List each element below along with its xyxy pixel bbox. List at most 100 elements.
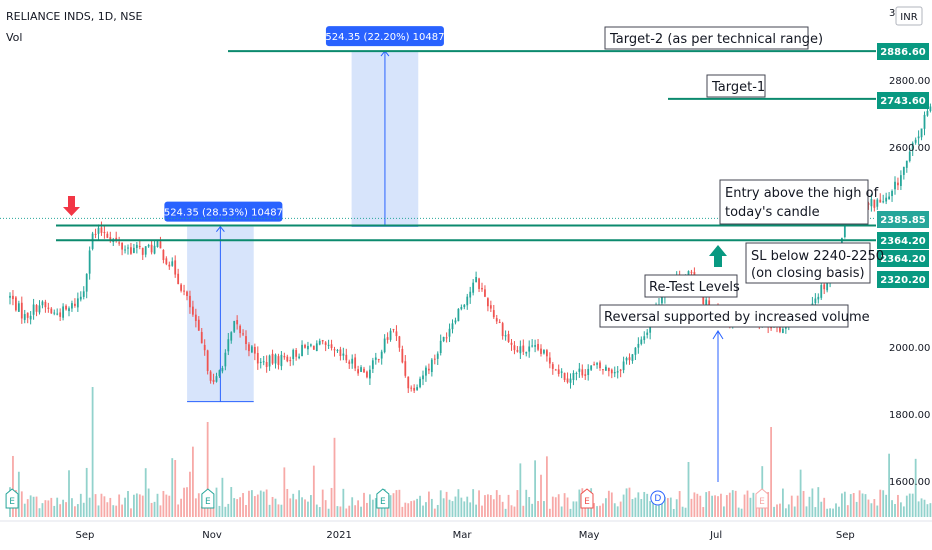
candle-body — [433, 358, 436, 360]
candle-body — [304, 344, 306, 348]
dividend-marker[interactable] — [650, 490, 666, 506]
earnings-marker[interactable] — [376, 488, 390, 509]
earnings-marker[interactable] — [5, 488, 19, 509]
candle-body — [35, 305, 38, 312]
volume-bar — [94, 494, 97, 517]
candle-body — [392, 329, 395, 331]
candle-body — [770, 327, 772, 329]
candle-body — [130, 247, 132, 254]
volume-bar — [796, 495, 799, 517]
candle-body — [560, 371, 563, 373]
candle-body — [121, 242, 123, 250]
volume-bar — [817, 487, 820, 517]
price-label: 2743.60 — [880, 96, 926, 107]
candle-body — [779, 325, 781, 332]
volume-bar — [684, 507, 687, 517]
candle-body — [451, 323, 454, 330]
volume-bar — [410, 501, 413, 517]
earnings-marker[interactable] — [201, 488, 215, 509]
volume-bar — [787, 504, 790, 517]
candle-body — [271, 353, 274, 364]
candle-body — [900, 175, 902, 186]
candle-body — [186, 291, 188, 296]
candle-body — [472, 282, 475, 293]
candle-body — [203, 344, 206, 351]
candle-body — [425, 367, 427, 376]
volume-bar — [587, 508, 590, 517]
volume-bar — [17, 471, 20, 517]
candle-body — [339, 349, 342, 357]
measure-layer: 524.35 (28.53%) 10487 524.35 (22.20%) 104… — [164, 26, 444, 403]
volume-bar — [256, 494, 259, 517]
candle-body — [274, 354, 277, 364]
candle-body — [885, 197, 888, 202]
volume-bar — [106, 502, 109, 517]
y-tick-label-partial: 3 — [889, 8, 895, 19]
volume-bar — [737, 507, 740, 517]
volume-bar — [404, 502, 407, 517]
volume-bar — [900, 502, 902, 517]
candle-body — [522, 345, 525, 352]
volume-layer — [9, 387, 932, 517]
volume-bar — [572, 501, 575, 517]
candle-body — [610, 369, 613, 374]
volume-bar — [392, 493, 395, 517]
volume-bar — [495, 490, 498, 517]
candle-body — [590, 365, 593, 370]
volume-bar — [144, 468, 147, 517]
candle-body — [141, 247, 144, 255]
candle-body — [401, 348, 404, 363]
candle-body — [259, 361, 262, 363]
volume-bar — [171, 458, 174, 517]
candle-body — [286, 356, 289, 362]
volume-bar — [917, 501, 920, 517]
candle-body — [661, 296, 663, 304]
volume-bar — [475, 504, 477, 517]
candle-body — [251, 346, 253, 353]
earnings-marker[interactable] — [755, 488, 769, 509]
volume-bar — [658, 497, 660, 517]
volume-bar — [130, 508, 132, 517]
volume-bar — [351, 497, 354, 517]
volume-bar — [902, 506, 905, 517]
volume-bar — [200, 506, 203, 517]
volume-bar — [690, 498, 693, 517]
volume-bar — [699, 495, 702, 517]
candle-body — [428, 368, 430, 371]
candle-body — [76, 298, 79, 308]
currency-badge[interactable]: INR — [895, 6, 923, 26]
candle-body — [174, 260, 177, 275]
volume-bar — [779, 503, 781, 517]
volume-bar — [265, 489, 268, 517]
volume-bar — [448, 499, 451, 517]
candle-body — [923, 114, 926, 129]
candle-body — [224, 352, 227, 367]
volume-bar — [47, 500, 50, 517]
y-tick-label: 1600.00 — [889, 477, 930, 488]
candle-body — [498, 321, 501, 323]
volume-bar — [717, 496, 719, 517]
volume-bar — [74, 506, 76, 517]
candle-body — [537, 343, 539, 350]
red-down-arrow — [63, 196, 80, 216]
volume-pointer-head — [712, 330, 724, 340]
volume-bar — [879, 489, 882, 517]
volume-bar — [374, 498, 377, 517]
measure-label: 524.35 (28.53%) 10487 — [164, 208, 283, 219]
volume-bar — [634, 497, 637, 517]
volume-bar — [274, 498, 277, 517]
x-tick-label: May — [579, 530, 600, 541]
candle-body — [315, 343, 318, 352]
volume-bar — [298, 490, 300, 517]
candle-body — [171, 261, 174, 266]
candle-body — [386, 337, 389, 340]
candle-body — [546, 350, 548, 357]
volume-bar — [401, 506, 404, 517]
candle-body — [12, 295, 14, 300]
volume-bar — [76, 504, 79, 517]
volume-bar — [723, 506, 725, 517]
earnings-marker[interactable] — [580, 488, 594, 509]
currency-label: INR — [900, 12, 917, 23]
candle-body — [826, 280, 829, 291]
